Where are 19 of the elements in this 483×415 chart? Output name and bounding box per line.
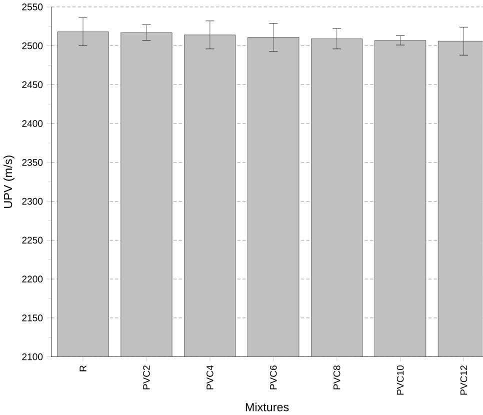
y-tick-label: 2250: [22, 236, 43, 244]
y-tick-label: 2450: [22, 81, 43, 88]
y-tick-label: 2150: [22, 314, 43, 322]
y-axis-title: UPV (m/s): [4, 156, 14, 208]
x-tick-label: PVC12: [460, 366, 468, 395]
y-tick-label: 2300: [22, 198, 43, 205]
y-tick-label: 2350: [22, 159, 43, 166]
y-tick-label: 2550: [22, 4, 43, 10]
y-tick-label: 2400: [22, 120, 43, 128]
x-axis-title: Mixtures: [246, 402, 289, 412]
y-tick-label: 2100: [22, 353, 43, 360]
x-tick-label: PVC6: [270, 366, 277, 390]
x-tick-label: PVC4: [206, 365, 214, 390]
y-tick-label: 2500: [22, 42, 43, 50]
y-tick-label: 2200: [22, 276, 43, 283]
x-tick-label: PVC8: [333, 366, 340, 390]
x-tick-label: PVC2: [143, 366, 150, 390]
x-tick-label: R: [80, 366, 86, 372]
x-tick-label: PVC10: [396, 366, 404, 395]
